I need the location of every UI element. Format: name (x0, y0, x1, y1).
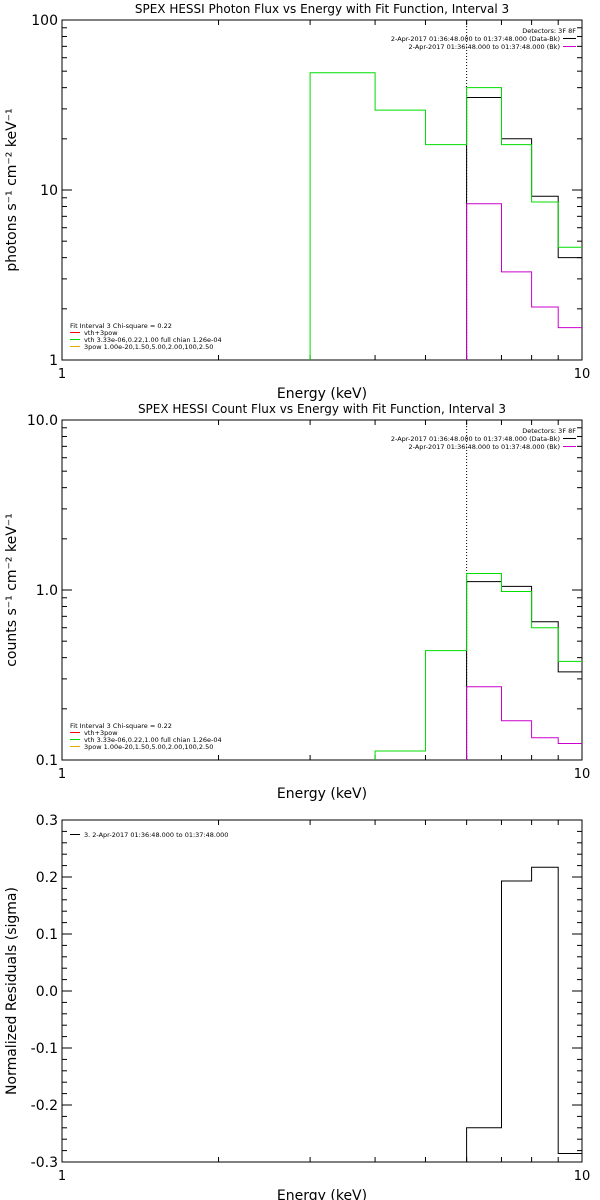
x-tick-label: 1 (58, 767, 66, 782)
legend-entry-label: vth+3pow (84, 329, 118, 337)
photon-flux-panel: SPEX HESSI Photon Flux vs Energy with Fi… (4, 2, 590, 402)
plot-frame (61, 819, 583, 1163)
y-tick-label: 1.0 (36, 583, 58, 599)
x-tick-label: 10 (574, 1169, 591, 1184)
x-tick-label: 1 (58, 1169, 66, 1184)
y-tick-label: 100 (31, 13, 58, 29)
legend-title: Detectors: 3F 8F (522, 27, 576, 35)
fit-legend-title: Fit Interval 3 Chi-square = 0.22 (70, 722, 172, 730)
legend-entry-label: 2-Apr-2017 01:36:48.000 to 01:37:48.000 … (391, 35, 560, 43)
legend-title: Detectors: 3F 8F (522, 427, 576, 435)
legend-entry-label: 2-Apr-2017 01:36:48.000 to 01:37:48.000 … (409, 43, 560, 51)
y-tick-label: 0.3 (36, 813, 58, 829)
y-tick-label: -0.1 (31, 1041, 58, 1057)
x-axis-label: Energy (keV) (277, 786, 367, 802)
count-flux-panel: SPEX HESSI Count Flux vs Energy with Fit… (4, 402, 590, 802)
x-tick-label: 1 (58, 367, 66, 382)
legend-entry-label: vth 3.33e-06,0.22,1.00 full chian 1.26e-… (84, 336, 222, 344)
series-line-2 (309, 72, 582, 360)
y-tick-label: 0.1 (36, 927, 58, 943)
legend-entry-label: 2-Apr-2017 01:36:48.000 to 01:37:48.000 … (391, 435, 560, 443)
fit-legend-title: Fit Interval 3 Chi-square = 0.22 (70, 322, 172, 330)
plot-frame (61, 19, 583, 361)
chart-title: SPEX HESSI Count Flux vs Energy with Fit… (138, 402, 506, 416)
y-tick-label: -0.3 (31, 1155, 58, 1171)
series-line-0 (466, 866, 582, 1162)
x-axis-label: Energy (keV) (277, 386, 367, 402)
series-line-1 (466, 203, 582, 360)
legend-entry-label: 2-Apr-2017 01:36:48.000 to 01:37:48.000 … (409, 443, 560, 451)
residuals-panel: 1 10 Energy (keV) -0.3 -0.2 -0.1 0.0 0.1 0.2 0.3 N… (4, 813, 590, 1200)
series-line-0 (466, 581, 582, 760)
legend-entry-label: 3pow 1.00e-20,1.50,5.00,2.00,100,2.50 (84, 743, 213, 751)
x-tick-label: 10 (574, 367, 591, 382)
series-line-2 (374, 573, 582, 760)
y-axis-label: Normalized Residuals (sigma) (4, 887, 20, 1095)
legend-entry-label: 3. 2-Apr-2017 01:36:48.000 to 01:37:48.0… (84, 831, 228, 839)
y-tick-label: -0.2 (31, 1098, 58, 1114)
y-axis-label: counts s⁻¹ cm⁻² keV⁻¹ (4, 513, 20, 667)
plot-frame (61, 419, 583, 761)
y-tick-label: 10 (40, 183, 58, 199)
x-tick-label: 10 (574, 767, 591, 782)
y-tick-label: 0.0 (36, 984, 58, 1000)
legend-entry-label: vth+3pow (84, 729, 118, 737)
y-tick-label: 1 (49, 353, 58, 369)
y-axis-label: photons s⁻¹ cm⁻² keV⁻¹ (4, 108, 20, 271)
series-line-0 (466, 97, 582, 360)
y-tick-label: 0.1 (36, 753, 58, 769)
series-line-1 (466, 686, 582, 760)
chart-title: SPEX HESSI Photon Flux vs Energy with Fi… (135, 2, 509, 16)
legend-entry-label: 3pow 1.00e-20,1.50,5.00,2.00,100,2.50 (84, 343, 213, 351)
y-tick-label: 10.0 (27, 413, 58, 429)
y-tick-label: 0.2 (36, 870, 58, 886)
x-axis-label: Energy (keV) (277, 1188, 367, 1200)
legend-entry-label: vth 3.33e-06,0.22,1.00 full chian 1.26e-… (84, 736, 222, 744)
